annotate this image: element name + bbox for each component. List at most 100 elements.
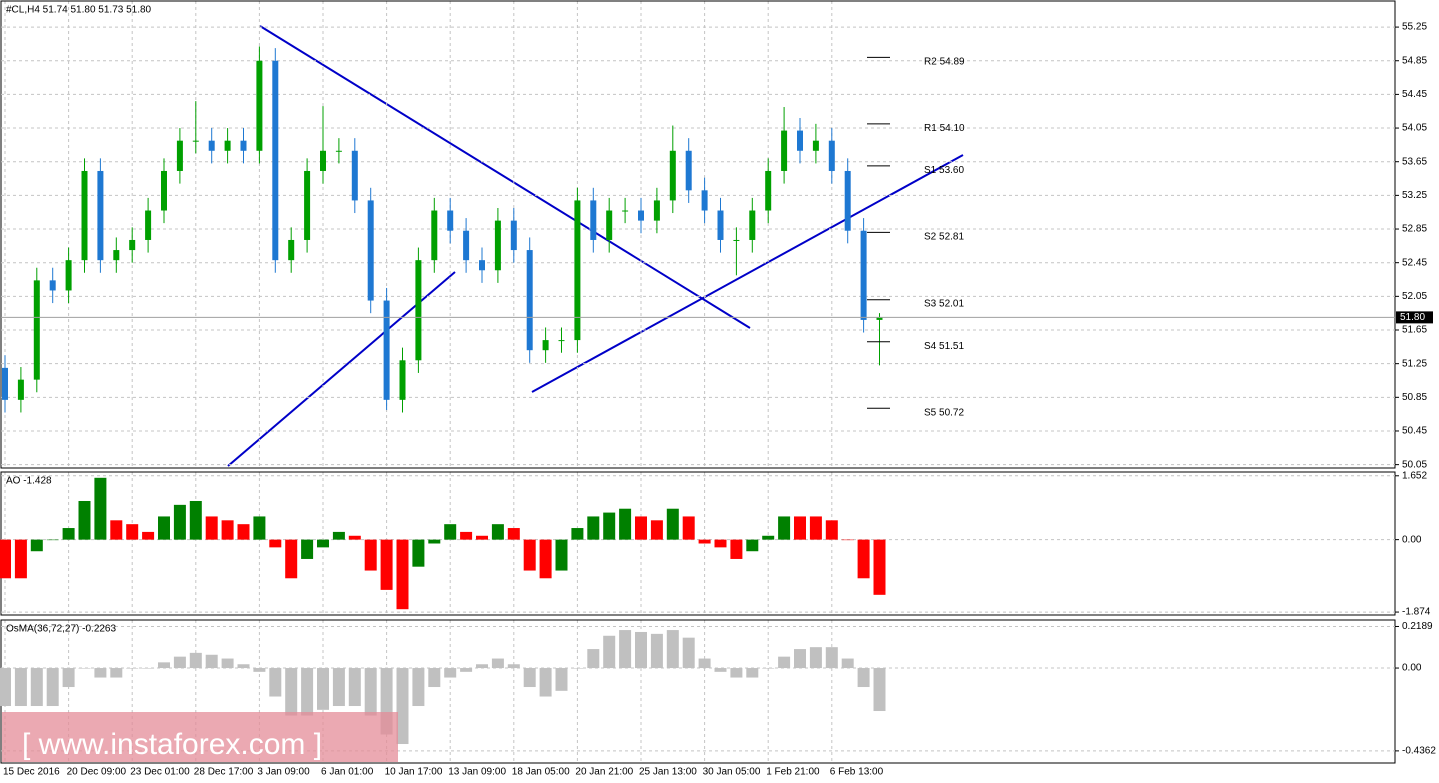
histogram-bar xyxy=(428,539,441,544)
watermark-box xyxy=(2,712,398,762)
histogram-bar xyxy=(317,539,329,548)
histogram-bar xyxy=(873,539,886,595)
candle-body xyxy=(17,379,24,400)
histogram-bar xyxy=(746,668,759,678)
histogram-bar xyxy=(221,658,234,669)
candle-body xyxy=(367,200,374,301)
watermark: [ www.instaforex.com ] xyxy=(22,728,322,761)
candle-body xyxy=(685,150,692,191)
histogram-bar xyxy=(158,662,170,669)
candle-body xyxy=(176,140,183,171)
candle-body xyxy=(415,260,422,361)
candle-body xyxy=(733,239,740,241)
histogram-bar xyxy=(873,668,886,712)
histogram-bar xyxy=(205,516,218,540)
pivot-value: 51.51 xyxy=(939,340,964,351)
histogram-bar xyxy=(30,668,43,707)
histogram-bar xyxy=(666,630,679,669)
histogram-bar xyxy=(603,512,616,540)
histogram-bar xyxy=(730,668,743,678)
candle-body xyxy=(463,230,470,261)
histogram-bar xyxy=(428,668,441,688)
histogram-bar xyxy=(809,516,822,540)
histogram-bar xyxy=(173,504,186,540)
candle-body xyxy=(526,250,533,351)
pivot-name: S3 xyxy=(924,298,937,309)
histogram-bar xyxy=(491,524,504,540)
histogram-bar xyxy=(412,539,425,567)
candle-body xyxy=(749,210,756,240)
y-tick-label: -1.874 xyxy=(1402,607,1431,618)
pivot-name: R2 xyxy=(924,56,937,67)
histogram-bar xyxy=(571,668,584,669)
candle-body xyxy=(113,250,120,261)
candle-body xyxy=(876,317,883,320)
histogram-bar xyxy=(237,524,250,540)
y-tick-label: 54.85 xyxy=(1402,55,1427,66)
pivot-name: S4 xyxy=(924,340,937,351)
trend-line xyxy=(531,154,964,393)
candle-body xyxy=(781,130,788,171)
histogram-bar xyxy=(253,516,266,540)
histogram-bar xyxy=(587,516,600,540)
price-tag xyxy=(1396,311,1433,324)
histogram-bar xyxy=(285,668,298,716)
histogram-bar xyxy=(94,477,107,540)
candle-body xyxy=(622,210,629,212)
y-tick-label: 54.05 xyxy=(1402,123,1427,134)
y-tick-label: -0.4362 xyxy=(1402,746,1436,757)
y-tick-label: 51.25 xyxy=(1402,358,1427,369)
candle-body xyxy=(320,150,326,171)
candle-body xyxy=(494,220,501,271)
histogram-bar xyxy=(857,539,870,579)
histogram-bar xyxy=(666,508,679,540)
candle-body xyxy=(510,220,517,251)
histogram-bar xyxy=(476,664,488,669)
pivot-label: S1 53.60 xyxy=(924,165,964,176)
histogram-bar xyxy=(825,647,838,669)
histogram-bar xyxy=(142,668,155,669)
candle-body xyxy=(606,210,613,240)
candle-body xyxy=(558,340,565,342)
histogram-bar xyxy=(237,664,250,669)
candle-body xyxy=(65,260,72,291)
candle-body xyxy=(272,60,279,261)
candle-body xyxy=(542,340,549,351)
histogram-bar xyxy=(491,658,504,669)
histogram-bar xyxy=(126,668,139,669)
candle-body xyxy=(765,170,772,211)
histogram-bar xyxy=(587,649,600,669)
histogram-bar xyxy=(142,531,155,540)
histogram-bar xyxy=(332,668,345,707)
histogram-bar xyxy=(301,539,314,559)
histogram-bar xyxy=(380,539,393,590)
histogram-bar xyxy=(14,539,27,579)
histogram-bar xyxy=(555,539,568,571)
histogram-bar xyxy=(809,647,822,669)
x-tick-label: 1 Feb 21:00 xyxy=(766,767,820,778)
candle-body xyxy=(256,60,263,151)
candle-body xyxy=(33,280,40,380)
panel-title: #CL,H4 51.74 51.80 51.73 51.80 xyxy=(6,5,152,16)
y-tick-label: 0.2189 xyxy=(1402,621,1433,632)
y-tick-label: 50.45 xyxy=(1402,426,1427,437)
histogram-bar xyxy=(555,668,568,691)
histogram-bar xyxy=(714,539,727,548)
x-tick-label: 28 Dec 17:00 xyxy=(194,767,254,778)
candle-body xyxy=(240,140,247,151)
histogram-bar xyxy=(78,668,91,669)
histogram-bar xyxy=(857,668,870,688)
candle-body xyxy=(335,150,342,152)
pivot-name: S5 xyxy=(924,407,937,418)
histogram-bar xyxy=(635,631,647,669)
histogram-bar xyxy=(332,531,345,540)
histogram-bar xyxy=(173,656,186,669)
histogram-bar xyxy=(698,658,711,669)
histogram-bar xyxy=(348,535,361,540)
candle-body xyxy=(81,170,88,261)
histogram-bar xyxy=(682,516,695,540)
histogram-bar xyxy=(476,535,488,540)
histogram-bar xyxy=(269,539,282,548)
y-tick-label: 55.25 xyxy=(1402,22,1427,33)
candle-body xyxy=(208,140,215,151)
